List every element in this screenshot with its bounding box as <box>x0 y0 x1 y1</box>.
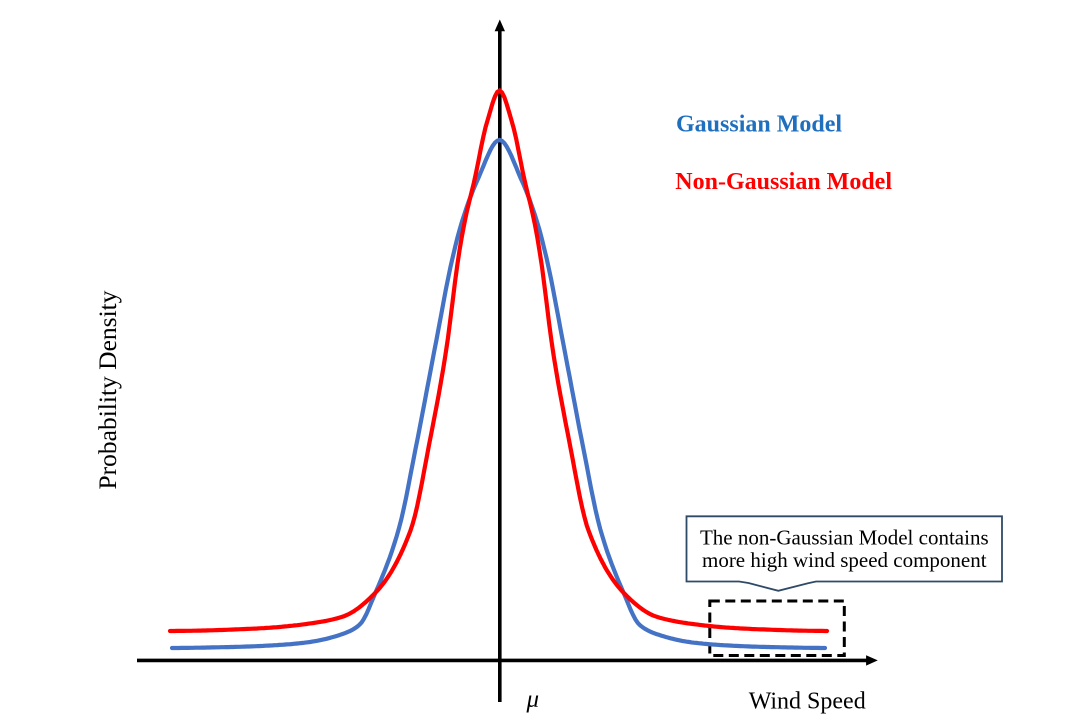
svg-text:Non-Gaussian Model: Non-Gaussian Model <box>675 169 892 195</box>
svg-text:μ: μ <box>526 686 540 713</box>
svg-text:Wind Speed: Wind Speed <box>749 688 866 714</box>
svg-text:Probability Density: Probability Density <box>93 290 122 489</box>
svg-text:Gaussian Model: Gaussian Model <box>676 112 842 138</box>
svg-text:more high wind speed component: more high wind speed component <box>702 548 987 572</box>
svg-text:The non-Gaussian Model contain: The non-Gaussian Model contains <box>700 526 989 550</box>
